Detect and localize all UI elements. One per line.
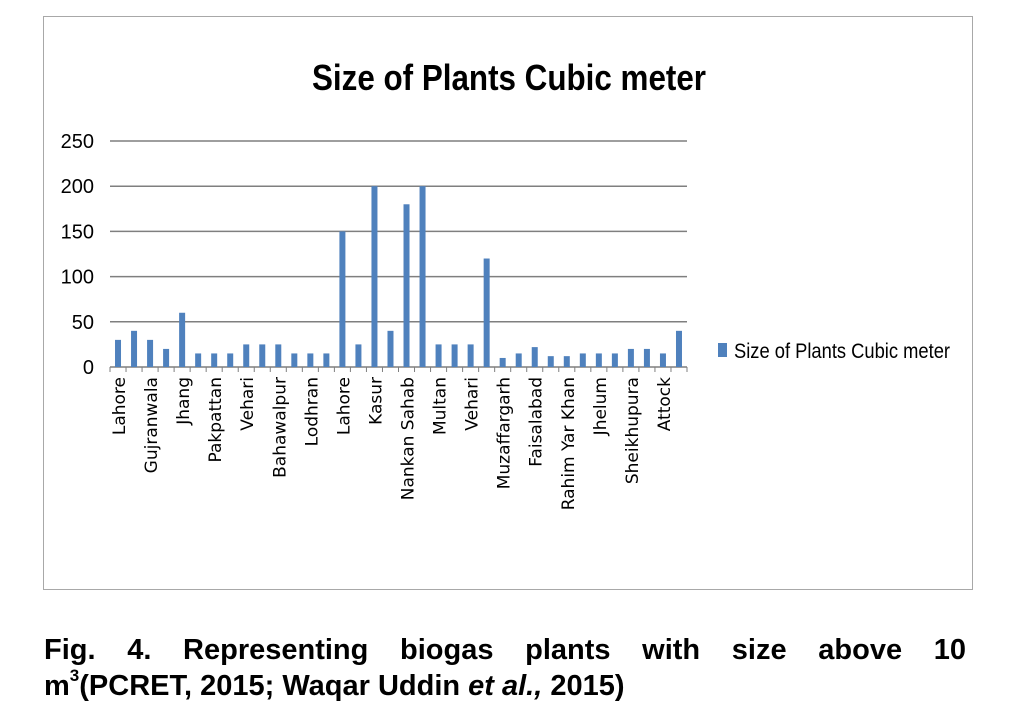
bar (659, 353, 666, 367)
x-tick-label: Rahim Yar Khan (559, 377, 579, 510)
bar (515, 353, 522, 367)
y-tick-label: 50 (72, 312, 94, 334)
y-tick-label: 0 (83, 357, 94, 379)
bar (131, 330, 138, 367)
bar (547, 356, 554, 367)
x-tick-label: Nankan Sahab (399, 377, 419, 500)
bar (147, 339, 154, 367)
bar (355, 344, 362, 367)
x-tick-label: Jhang (174, 377, 194, 426)
bar (211, 353, 218, 367)
bar (307, 353, 314, 367)
x-tick-label: Lahore (110, 377, 130, 435)
x-tick-label: Lodhran (302, 377, 322, 446)
bar (563, 356, 570, 367)
x-tick-label: Kasur (366, 377, 386, 425)
bar (403, 204, 410, 367)
bar (595, 353, 602, 367)
x-tick-label: Lahore (334, 377, 354, 435)
bar (643, 348, 650, 367)
x-tick-label: Gujranwala (142, 377, 162, 473)
bar (339, 231, 346, 367)
bars (115, 186, 682, 367)
bar (227, 353, 234, 367)
x-tick-label: Jhelum (591, 377, 611, 436)
bar (195, 353, 202, 367)
bar (115, 339, 122, 367)
caption-line-2: m3(PCRET, 2015; Waqar Uddin et al., 2015… (44, 666, 974, 704)
y-axis-ticks: 0 50 100 150 200 250 (61, 131, 94, 379)
bar (579, 353, 586, 367)
x-tick-label: Vehari (463, 377, 483, 431)
caption-citation: (PCRET, 2015; Waqar Uddin (79, 670, 469, 702)
chart-area: Size of Plants Cubic meter 0 50 100 150 200 2… (43, 16, 973, 590)
caption-line-1: Fig. 4. Representing biogas plants with … (44, 634, 966, 666)
bar (627, 348, 634, 367)
bar (243, 344, 250, 367)
bar (451, 344, 458, 367)
x-tick-label: Pakpattan (206, 377, 226, 462)
x-tick-label: Muzaffargarh (495, 377, 515, 489)
legend-swatch (718, 343, 727, 357)
x-tick-label: Vehari (238, 377, 258, 431)
legend: Size of Plants Cubic meter (718, 340, 950, 363)
x-tick-label: Sheikhupura (623, 377, 643, 484)
x-tick-label: Faisalabad (527, 377, 547, 467)
bar (179, 312, 186, 367)
bar (467, 344, 474, 367)
x-tick-label: Attock (655, 377, 675, 431)
y-tick-label: 250 (61, 131, 94, 153)
legend-label: Size of Plants Cubic meter (734, 340, 950, 363)
y-tick-label: 200 (61, 176, 94, 198)
y-tick-label: 150 (61, 221, 94, 243)
bar (387, 330, 394, 367)
bar (275, 344, 282, 367)
bar (371, 186, 378, 367)
caption-unit: m (44, 670, 70, 702)
x-tick-label: Multan (431, 377, 451, 435)
bar (291, 353, 298, 367)
bar (323, 353, 330, 367)
bar (259, 344, 266, 367)
y-tick-label: 100 (61, 267, 94, 289)
bar (531, 347, 538, 367)
figure-caption: Fig. 4. Representing biogas plants with … (44, 632, 974, 704)
bar (163, 348, 170, 367)
bar (435, 344, 442, 367)
caption-citation-year: 2015) (542, 670, 625, 702)
x-axis-labels: Lahore Gujranwala Jhang Pakpattan Vehari Baha… (110, 377, 675, 510)
bar (675, 330, 682, 367)
bar-chart: Size of Plants Cubic meter 0 50 100 150 200 2… (61, 57, 950, 510)
caption-citation-italic: et al., (468, 670, 543, 702)
bar (483, 258, 490, 367)
bar (611, 353, 618, 367)
chart-title: Size of Plants Cubic meter (312, 57, 706, 98)
bar (419, 186, 426, 367)
bar (499, 357, 506, 367)
x-tick-label: Bahawalpur (270, 377, 290, 478)
gridlines (109, 140, 688, 372)
caption-unit-exponent: 3 (69, 666, 80, 685)
